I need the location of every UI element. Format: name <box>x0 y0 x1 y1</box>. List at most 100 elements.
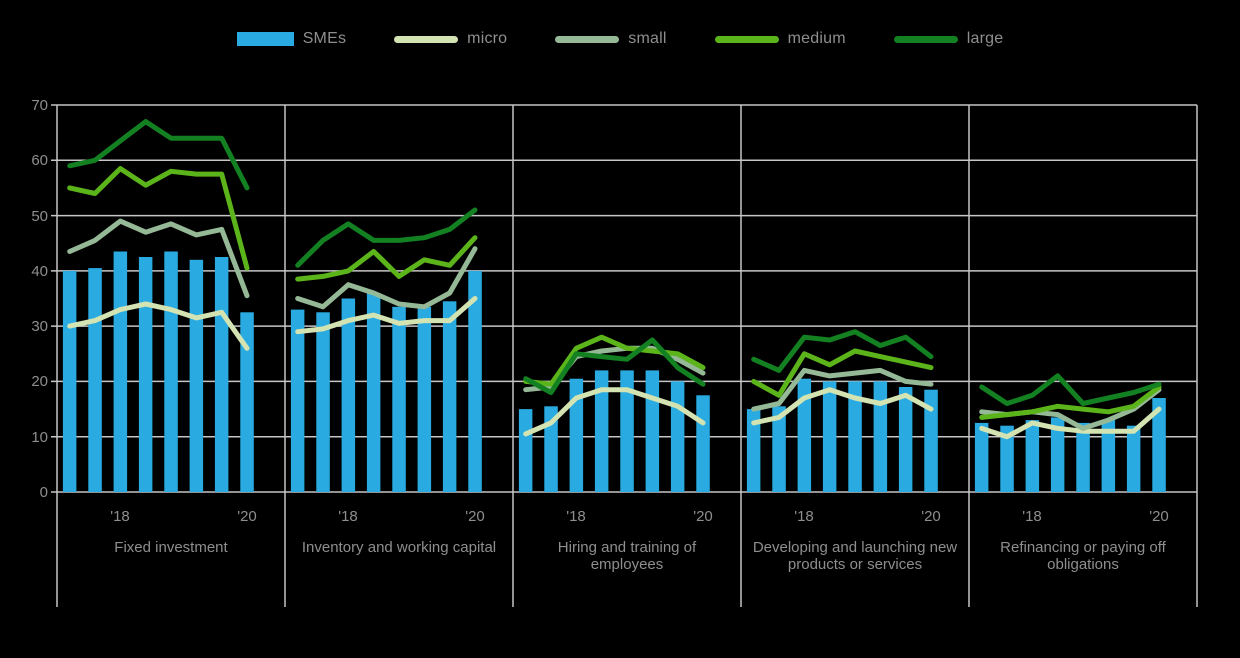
bar-smes <box>1025 420 1040 492</box>
legend-item-micro: micro <box>394 30 507 48</box>
x-tick-18: '18 <box>110 508 130 525</box>
y-tick-70: 70 <box>31 97 48 114</box>
line-large <box>523 337 706 395</box>
y-tick-0: 0 <box>39 484 48 501</box>
x-tick-18: '18 <box>1022 508 1042 525</box>
bar-smes <box>62 270 77 492</box>
bar-smes <box>1152 398 1166 492</box>
legend-label-small: small <box>628 30 667 47</box>
panel-5 <box>974 373 1166 492</box>
line-medium <box>751 348 934 398</box>
x-tick-18: '18 <box>794 508 814 525</box>
x-tick-20: '20 <box>1149 508 1169 525</box>
legend-item-smes: SMEs <box>236 30 347 48</box>
bar-smes <box>290 309 305 492</box>
legend-item-small: small <box>555 30 666 48</box>
bar-smes <box>594 370 609 492</box>
bar-smes <box>974 422 989 492</box>
medium-line-swatch-icon <box>714 35 779 43</box>
line-large <box>979 373 1162 406</box>
line-small <box>67 218 250 299</box>
y-tick-40: 40 <box>31 263 48 280</box>
bar-smes <box>240 312 254 492</box>
x-tick-18: '18 <box>338 508 358 525</box>
bar-smes <box>1076 422 1090 492</box>
category-label-refinancing: Refinancing or paying off obligations <box>1000 539 1166 573</box>
category-label-hiring-training: Hiring and training of employees <box>557 539 697 573</box>
panel-2 <box>290 207 482 492</box>
line-medium <box>523 334 706 387</box>
panel-foot-2: '18 '20 Inventory and working capital <box>285 500 513 640</box>
bar-smes <box>645 370 660 492</box>
bar-smes <box>569 378 584 492</box>
bar-smes <box>1126 425 1141 492</box>
bar-smes <box>822 381 837 492</box>
chart-legend: SMEs micro small medium large <box>0 30 1240 48</box>
line-small <box>295 246 478 310</box>
micro-line-swatch-icon <box>394 35 459 43</box>
legend-label-smes: SMEs <box>302 30 347 47</box>
x-tick-20: '20 <box>693 508 713 525</box>
bar-smes <box>88 268 102 492</box>
bar-smes <box>518 409 533 492</box>
bar-smes <box>1000 425 1014 492</box>
bar-smes <box>341 298 356 492</box>
line-small <box>751 367 934 412</box>
legend-label-medium: medium <box>787 30 846 47</box>
bar-smes <box>670 381 685 492</box>
bar-smes <box>873 381 888 492</box>
panel-3 <box>518 334 710 493</box>
y-tick-30: 30 <box>31 318 48 335</box>
line-micro <box>979 406 1162 440</box>
bar-smes <box>1101 420 1116 492</box>
bar-smes <box>214 257 229 492</box>
x-tick-20: '20 <box>237 508 257 525</box>
legend-item-large: large <box>893 30 1004 48</box>
bar-smes <box>113 251 128 492</box>
panel-borders <box>56 105 1198 607</box>
y-tick-10: 10 <box>31 429 48 446</box>
smes-bar-swatch-icon <box>236 32 294 46</box>
bar-smes <box>772 406 786 492</box>
y-tick-20: 20 <box>31 373 48 390</box>
bar-smes <box>544 406 558 492</box>
x-tick-20: '20 <box>465 508 485 525</box>
x-tick-18: '18 <box>566 508 586 525</box>
bar-smes <box>1050 417 1065 492</box>
line-micro <box>67 301 250 351</box>
panel-foot-1: '18 '20 Fixed investment <box>57 500 285 640</box>
bar-smes <box>468 270 482 492</box>
legend-item-medium: medium <box>714 30 846 48</box>
y-tick-50: 50 <box>31 208 48 225</box>
line-large <box>67 119 250 191</box>
category-label-developing-launching: Developing and launching new products or… <box>752 539 958 573</box>
x-tick-20: '20 <box>921 508 941 525</box>
panel-foot-4: '18 '20 Developing and launching new pro… <box>741 500 969 640</box>
bar-smes <box>620 370 634 492</box>
panel-foot-5: '18 '20 Refinancing or paying off obliga… <box>969 500 1197 640</box>
bar-smes <box>392 306 406 492</box>
large-line-swatch-icon <box>893 35 958 43</box>
bar-smes <box>924 389 938 492</box>
bar-smes <box>417 306 432 492</box>
bar-smes <box>848 381 862 492</box>
bar-smes <box>746 409 761 492</box>
panel-1 <box>62 119 254 492</box>
panel-4 <box>746 329 938 492</box>
line-micro <box>751 387 934 426</box>
line-micro <box>523 387 706 437</box>
bar-smes <box>442 301 457 492</box>
line-micro <box>295 296 478 335</box>
bar-smes <box>189 259 204 492</box>
legend-label-micro: micro <box>467 30 508 47</box>
bar-smes <box>696 395 710 493</box>
bar-smes <box>366 293 381 492</box>
category-label-fixed-investment: Fixed investment <box>114 539 228 556</box>
category-label-inventory-working-capital: Inventory and working capital <box>301 539 497 556</box>
panel-foot-3: '18 '20 Hiring and training of employees <box>513 500 741 640</box>
bar-smes <box>797 378 812 492</box>
bar-smes <box>898 387 913 492</box>
bar-smes <box>316 312 330 492</box>
